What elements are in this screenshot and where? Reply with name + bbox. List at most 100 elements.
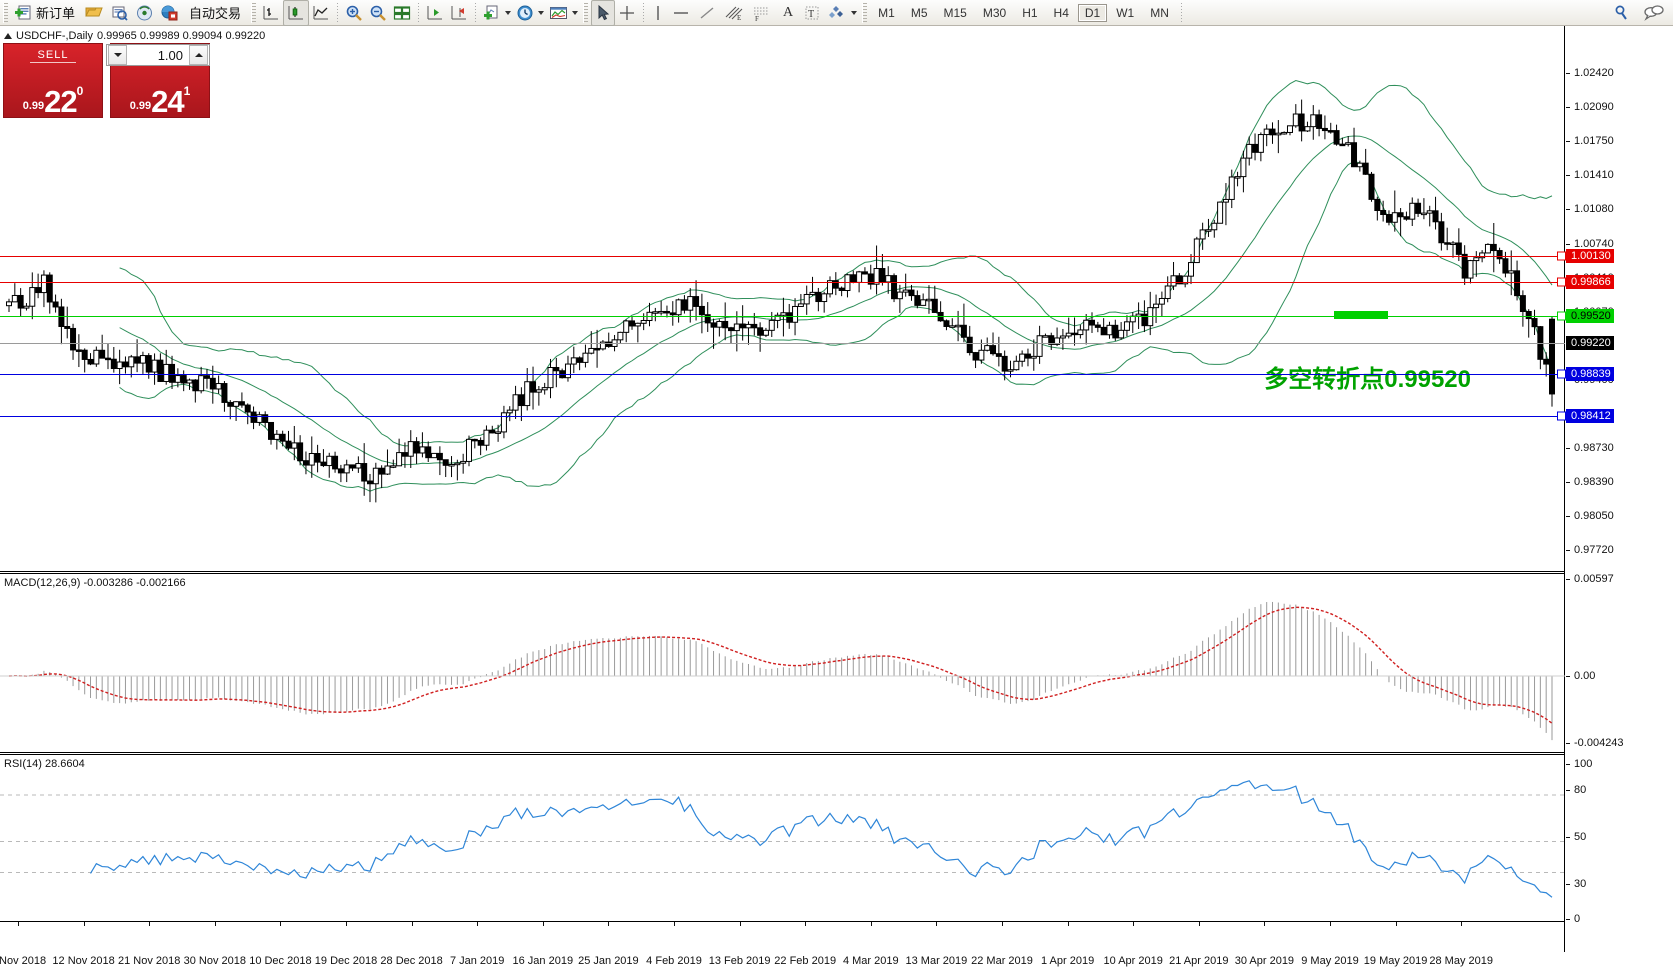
price-level-badge[interactable]: 0.98839 [1566,367,1614,381]
timeframe-h4[interactable]: H4 [1053,5,1069,20]
volume-input[interactable]: 1.00 [157,47,183,63]
rsi-tick [1566,884,1570,885]
level-line-099520[interactable] [0,316,1565,317]
volume-stepper[interactable]: 1.00 [106,44,210,66]
period-button[interactable] [513,1,537,25]
timeframe-m15[interactable]: M15 [943,5,967,20]
bar-chart-button[interactable] [259,1,283,25]
macd-rsi-divider [0,752,1565,753]
toolbar-grip-3[interactable] [583,2,589,23]
timeframe-m1[interactable]: M1 [878,5,895,20]
period-dropdown-arrow[interactable] [537,5,546,21]
price-level-badge[interactable]: 0.99520 [1566,309,1614,323]
toolbar-grip-4[interactable] [862,2,868,23]
timeframe-d1[interactable]: D1 [1077,3,1108,22]
fibonacci-button[interactable]: F [748,1,776,25]
candlestick-chart-button[interactable] [283,0,310,26]
chevron-down-icon [113,53,122,57]
level-handle-099520[interactable] [1557,311,1566,321]
level-line-099866[interactable] [0,282,1565,283]
svg-text:F: F [755,15,759,22]
templates-dropdown-arrow[interactable] [571,5,580,21]
price-tick [1566,550,1570,552]
print-preview-button[interactable] [107,1,132,25]
timeframe-h1[interactable]: H1 [1022,5,1038,20]
chat-icon[interactable] [1643,4,1665,22]
price-level-badge[interactable]: 0.99220 [1566,336,1614,350]
search-icon[interactable] [1613,4,1631,22]
rsi-axis[interactable]: 100 80 50 30 0 [1566,756,1673,925]
date-tick-label: 10 Dec 2018 [249,955,312,967]
zoom-in-button[interactable] [342,1,366,25]
volume-decrease-button[interactable] [108,45,127,65]
date-tick [280,922,282,926]
text-label-button[interactable]: T [800,1,824,25]
vertical-line-button[interactable] [648,1,668,25]
date-tick [608,922,610,926]
price-level-badge[interactable]: 1.00130 [1566,249,1614,263]
date-tick-label: 9 May 2019 [1301,955,1359,967]
server-status-button[interactable] [132,1,157,25]
toolbar-grip-2[interactable] [251,2,257,23]
level-handle-098412[interactable] [1557,411,1566,421]
price-level-badge[interactable]: 0.99866 [1566,275,1614,289]
date-tick [1002,922,1003,926]
folder-button[interactable] [82,1,107,25]
timeframe-m30[interactable]: M30 [982,5,1007,20]
horizontal-line-button[interactable] [668,1,694,25]
shapes-dropdown-arrow[interactable] [850,5,859,21]
toolbar-separator-3 [475,2,477,23]
add-indicator-dropdown-arrow[interactable] [504,5,513,21]
buy-price: 0.99 24 1 [111,68,209,119]
toolbar-grip[interactable] [3,2,8,23]
price-level-badge[interactable]: 0.98412 [1566,409,1614,423]
tile-windows-button[interactable] [390,1,414,25]
line-chart-button[interactable] [309,1,333,25]
sell-button[interactable]: SELL 0.99 22 0 [3,43,103,118]
collapse-triangle-icon[interactable] [4,33,12,39]
shapes-button[interactable] [824,1,850,25]
templates-button[interactable] [546,1,571,25]
date-tick [346,922,347,926]
toolbar-separator-1 [337,2,339,23]
macd-axis[interactable]: 0.00597 0.00 -0.004243 [1566,573,1673,752]
timeframe-m5[interactable]: M5 [910,5,928,20]
timeframe-mn[interactable]: MN [1150,5,1169,20]
new-order-button[interactable]: 新订单 [11,1,82,25]
templates-icon [550,6,568,19]
toolbar-right-group [1613,4,1673,22]
level-handle-100130[interactable] [1557,251,1566,261]
chart-area[interactable]: USDCHF-,Daily 0.99965 0.99989 0.99094 0.… [0,26,1673,967]
chart-annotation[interactable]: 多空转折点0.99520 [1264,366,1471,393]
timeframe-w1[interactable]: W1 [1116,5,1135,20]
chart-shift-button[interactable] [447,1,471,25]
green-highlight-box[interactable] [1334,311,1388,319]
one-click-trading-panel[interactable]: SELL 0.99 22 0 BUY 0.99 24 1 1.00 [3,43,210,118]
zoom-out-button[interactable] [366,1,390,25]
date-tick-label: 30 Apr 2019 [1234,955,1295,967]
level-line-098412[interactable] [0,416,1565,417]
date-tick [1330,922,1331,926]
equidistant-channel-button[interactable]: E [720,1,748,25]
date-tick-label: 4 Feb 2019 [646,955,702,967]
toolbar-separator-2 [418,2,420,23]
rsi-tick-label: 80 [1574,784,1587,796]
volume-increase-button[interactable] [189,45,208,65]
cursor-button[interactable] [591,0,616,26]
level-handle-099866[interactable] [1557,277,1566,287]
date-tick [149,922,151,926]
trendline-button[interactable] [694,1,720,25]
date-tick-label: 28 May 2019 [1429,955,1493,967]
auto-scroll-button[interactable] [423,1,447,25]
auto-trading-button[interactable] [157,1,182,25]
date-tick [542,922,544,926]
auto-trading-label-wrap[interactable]: 自动交易 [182,1,248,25]
level-line-098839[interactable] [0,374,1565,375]
crosshair-button[interactable] [615,1,639,25]
text-button[interactable]: A [776,1,800,25]
level-line-100130[interactable] [0,256,1565,257]
svg-text:T: T [808,9,814,20]
price-axis[interactable]: 1.02420 1.02090 1.01750 1.01410 1.01080 1.007… [1566,26,1673,571]
add-indicator-button[interactable] [480,1,504,25]
level-handle-098839[interactable] [1557,369,1566,379]
